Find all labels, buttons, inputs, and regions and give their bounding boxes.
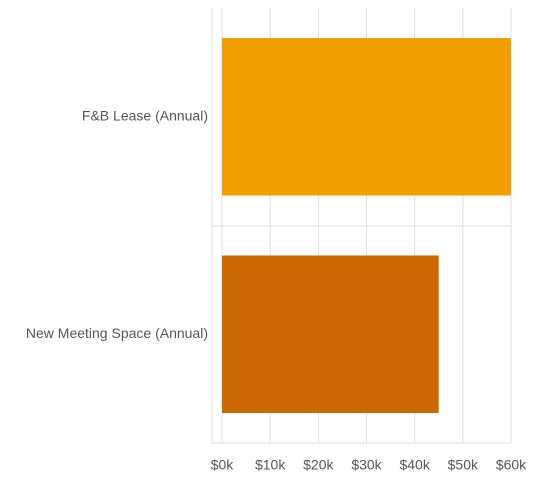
y-tick-label: F&B Lease (Annual)	[82, 107, 208, 123]
x-tick-label: $0k	[211, 457, 235, 473]
bar	[222, 38, 511, 196]
bar	[222, 255, 439, 413]
x-tick-label: $60k	[496, 457, 527, 473]
y-tick-label: New Meeting Space (Annual)	[26, 325, 208, 341]
x-tick-label: $40k	[399, 457, 430, 473]
x-tick-label: $30k	[351, 457, 382, 473]
x-tick-label: $50k	[448, 457, 479, 473]
x-tick-label: $20k	[303, 457, 334, 473]
x-tick-label: $10k	[255, 457, 286, 473]
